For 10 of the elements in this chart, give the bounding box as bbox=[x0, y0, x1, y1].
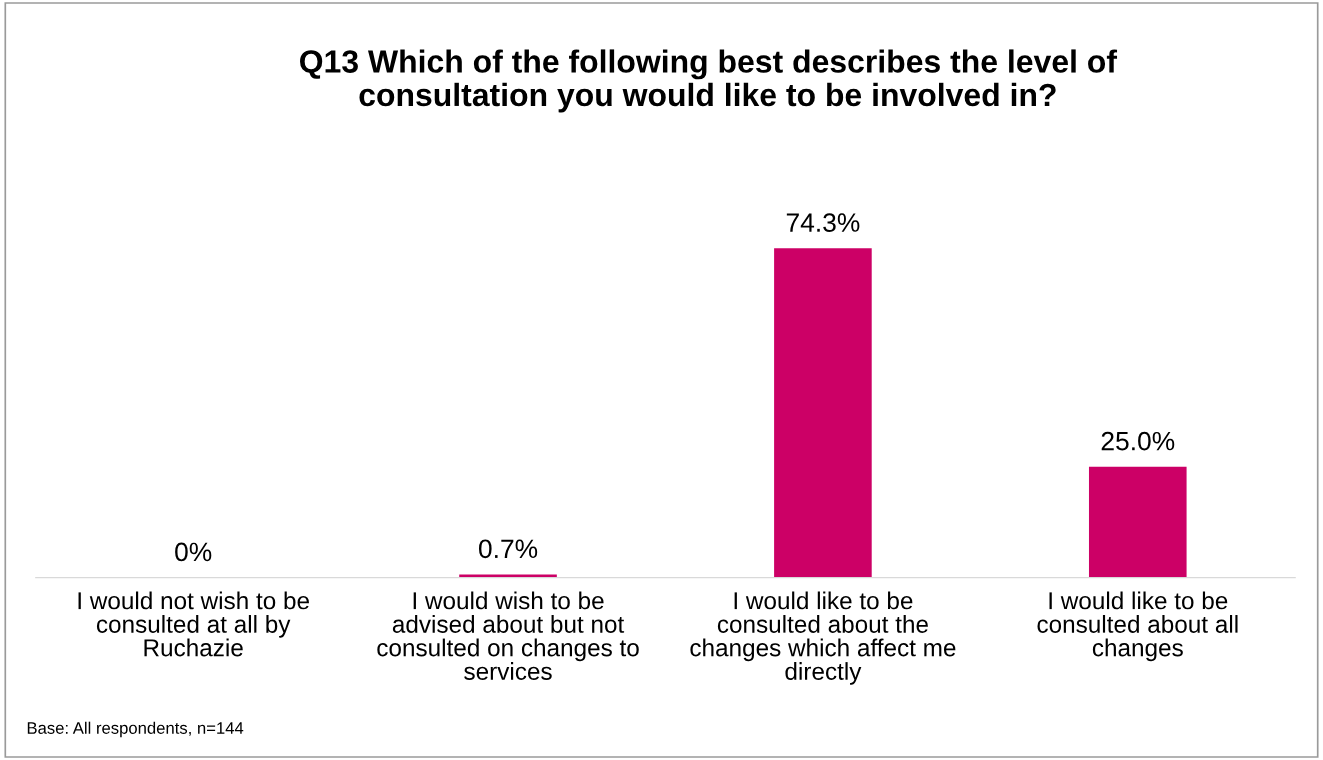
data-label: 25.0% bbox=[1101, 431, 1175, 451]
data-label: 0% bbox=[175, 542, 212, 562]
text: Base: All respondents, n=144 bbox=[27, 721, 244, 738]
chart-title: Q13 Which of the following best describes the level of consultation you would like to be involved in? bbox=[300, 49, 1118, 113]
x-tick-label: I would wish to be advised about but not consulted on changes to services bbox=[377, 591, 639, 680]
x-tick-label: I would not wish to be consulted at all by Ruchazie bbox=[78, 591, 309, 657]
data-label: 74.3% bbox=[786, 213, 860, 232]
x-tick-label: I would like to be consulted about all changes bbox=[1037, 591, 1238, 662]
x-tick-label: I would like to be consulted about the changes which affect me directly bbox=[690, 591, 956, 685]
data-label: 0.7% bbox=[478, 539, 538, 559]
